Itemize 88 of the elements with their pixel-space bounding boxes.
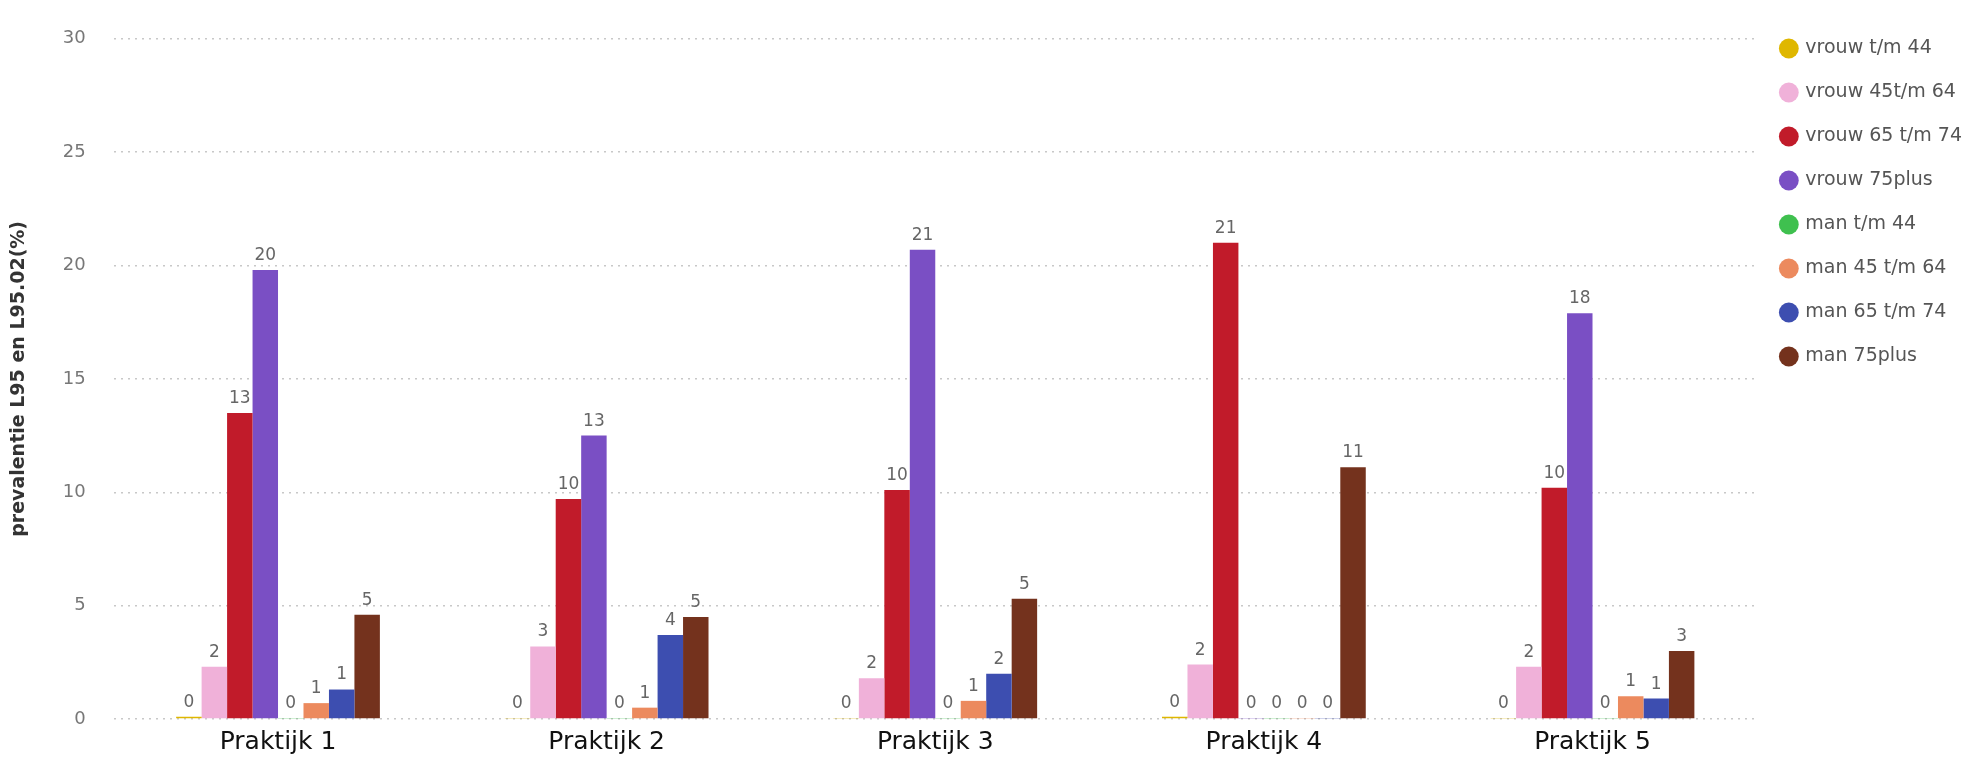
x-tick-label: Praktijk 4 <box>1205 725 1323 755</box>
data-label: 0 <box>1245 691 1257 712</box>
x-tick-label: Praktijk 1 <box>219 725 337 755</box>
bar <box>1340 467 1366 719</box>
data-label: 1 <box>310 677 322 698</box>
bar <box>354 614 380 719</box>
data-label: 2 <box>866 652 878 673</box>
data-label: 10 <box>557 472 580 493</box>
bar <box>986 673 1012 719</box>
bar <box>858 678 885 719</box>
data-label: 5 <box>1018 572 1030 593</box>
data-label: 0 <box>942 691 954 712</box>
data-label: 1 <box>1650 672 1662 693</box>
data-label: 0 <box>285 691 297 712</box>
y-tick-label: 25 <box>62 139 86 161</box>
data-label: 13 <box>228 386 251 407</box>
data-label: 1 <box>1625 670 1637 691</box>
bar <box>884 490 910 719</box>
data-label: 0 <box>512 691 523 712</box>
data-label: 2 <box>1523 640 1535 661</box>
data-label: 10 <box>886 463 908 484</box>
y-tick-label: 10 <box>62 479 86 501</box>
bar <box>657 635 684 719</box>
bar <box>328 689 355 719</box>
data-label: 18 <box>1568 287 1591 308</box>
data-label: 2 <box>1194 638 1206 659</box>
bar <box>1643 698 1669 719</box>
x-tick-label: Praktijk 3 <box>876 725 994 755</box>
data-label: 4 <box>664 609 676 630</box>
y-tick-label: 20 <box>62 253 86 275</box>
data-label: 10 <box>1543 461 1566 482</box>
bar <box>1212 242 1239 719</box>
bar <box>1567 313 1593 719</box>
data-label: 21 <box>1214 216 1237 237</box>
bar <box>252 270 279 719</box>
bar <box>960 700 987 719</box>
data-label: 0 <box>1296 691 1308 712</box>
data-label: 0 <box>840 691 852 712</box>
legend-label: vrouw 45t/m 64 <box>1805 79 1956 102</box>
data-label: 0 <box>1599 691 1611 712</box>
x-tick-label: Praktijk 2 <box>548 725 666 755</box>
bar <box>227 412 253 719</box>
data-label: 11 <box>1342 441 1364 462</box>
data-label: 1 <box>639 681 651 702</box>
data-label: 3 <box>537 620 549 641</box>
bar <box>530 646 556 719</box>
bar <box>1541 487 1568 719</box>
data-label: 2 <box>208 640 220 661</box>
legend-label: man 75plus <box>1805 343 1918 366</box>
data-label: 20 <box>254 243 277 264</box>
bar <box>1516 666 1542 719</box>
bar <box>632 707 658 719</box>
data-label: 5 <box>690 590 702 611</box>
bar <box>581 435 607 719</box>
y-tick-label: 5 <box>74 593 86 615</box>
data-label: 0 <box>613 691 625 712</box>
bar <box>555 499 582 719</box>
bar <box>683 616 709 719</box>
legend-label: man 65 t/m 74 <box>1805 299 1947 322</box>
bar <box>1617 696 1644 719</box>
data-label: 1 <box>336 663 348 684</box>
bar <box>303 703 329 719</box>
legend-label: vrouw t/m 44 <box>1805 35 1932 58</box>
data-label: 3 <box>1676 624 1688 645</box>
data-label: 5 <box>361 588 373 609</box>
bar <box>1011 598 1038 719</box>
legend-label: man 45 t/m 64 <box>1805 255 1947 278</box>
y-axis-title: prevalentie L95 en L95.02(%) <box>6 220 29 537</box>
legend-label: man t/m 44 <box>1805 211 1917 234</box>
data-label: 0 <box>1497 691 1509 712</box>
data-label: 0 <box>1271 691 1283 712</box>
data-label: 0 <box>1322 691 1333 712</box>
bar <box>201 666 228 719</box>
bar <box>1187 664 1213 719</box>
y-tick-label: 0 <box>74 706 86 728</box>
data-label: 1 <box>968 674 979 695</box>
data-label: 2 <box>993 647 1005 668</box>
data-label: 21 <box>911 223 934 244</box>
data-label: 0 <box>1169 690 1181 711</box>
y-tick-label: 30 <box>62 26 86 48</box>
legend-label: vrouw 65 t/m 74 <box>1805 123 1963 146</box>
y-tick-label: 15 <box>62 366 86 388</box>
bar <box>909 249 936 719</box>
legend-label: vrouw 75plus <box>1805 167 1933 190</box>
data-label: 13 <box>583 409 605 430</box>
data-label: 0 <box>183 690 195 711</box>
bar <box>1668 650 1695 719</box>
x-tick-label: Praktijk 5 <box>1534 725 1651 755</box>
